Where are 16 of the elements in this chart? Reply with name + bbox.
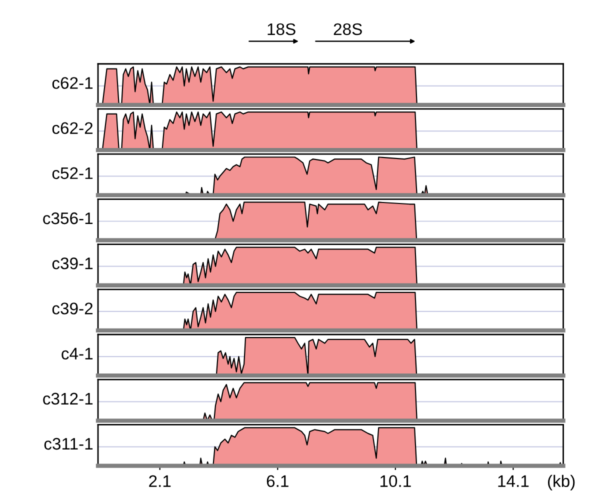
y-axis-title: c4-1 bbox=[62, 348, 93, 360]
y-axis-title: c312-1 bbox=[43, 392, 93, 405]
y-axis-title: c39-2 bbox=[52, 302, 93, 314]
y-axis-title: c52-1 bbox=[52, 167, 93, 180]
text: 18S bbox=[268, 23, 296, 36]
y-axis-title: c62-2 bbox=[52, 122, 93, 134]
x-tick-label: 2.1 bbox=[149, 475, 171, 487]
y-axis-title: c356-1 bbox=[43, 212, 93, 224]
text: 28S bbox=[334, 23, 362, 36]
y-axis-title: c311-1 bbox=[44, 438, 93, 450]
y-axis-title: c62-1 bbox=[52, 77, 93, 89]
x-tick-label: 6.1 bbox=[266, 475, 288, 488]
x-tick-label: 10.1 bbox=[380, 475, 411, 488]
x-axis-title: (kb) bbox=[548, 474, 575, 490]
x-tick-label: 14.1 bbox=[498, 475, 529, 487]
y-axis-title: c39-1 bbox=[52, 258, 93, 270]
